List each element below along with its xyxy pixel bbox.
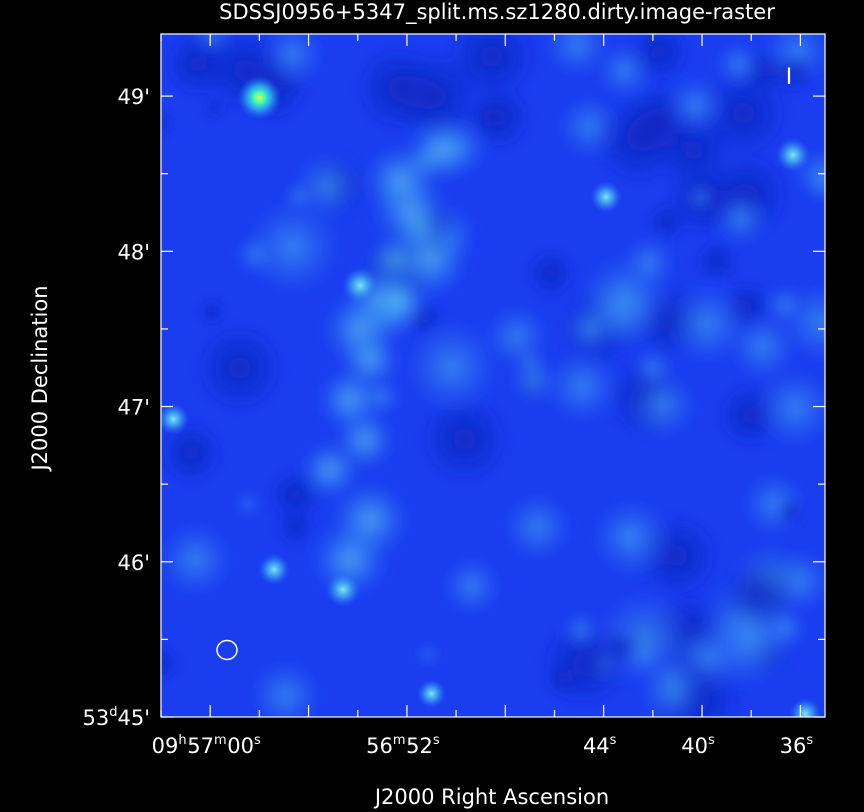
dec-tick-label: 46' (118, 551, 151, 575)
point-source (237, 75, 282, 120)
dark-patch (194, 323, 285, 413)
emission-patch (765, 607, 807, 649)
dark-patch (647, 202, 686, 242)
diffuse-emission (161, 34, 825, 717)
emission-patch (485, 305, 549, 368)
emission-patch (755, 368, 825, 448)
emission-patch (781, 283, 825, 362)
plot-title: SDSSJ0956+5347_split.ms.sz1280.dirty.ima… (219, 0, 775, 25)
point-source (789, 698, 821, 717)
dark-patch (656, 113, 732, 189)
intensity-map (161, 34, 825, 717)
dark-patch (775, 52, 815, 93)
emission-patch (613, 521, 642, 549)
dec-tick-label: 49' (118, 85, 151, 109)
dark-patch (695, 239, 739, 283)
dark-patch (525, 248, 576, 299)
emission-patch (667, 284, 748, 365)
emission-patch (544, 34, 610, 78)
emission-patch (503, 493, 572, 561)
emission-patch (628, 370, 697, 439)
beam-ellipse (216, 639, 238, 661)
ra-tick-label: 44s (583, 733, 617, 758)
emission-patch (245, 199, 341, 295)
x-axis-label: J2000 Right Ascension (373, 785, 609, 809)
emission-patch (442, 556, 502, 616)
point-source (775, 138, 811, 173)
dec-tick-label: 47' (118, 396, 151, 420)
dark-patch (629, 34, 691, 83)
ra-tick-label: 56m 52s (366, 733, 440, 758)
emission-patch (639, 658, 706, 717)
point-source (325, 572, 361, 607)
dark-patch (355, 44, 443, 132)
dec-tick-label: 53d45' (83, 705, 151, 730)
emission-patch (161, 522, 233, 597)
plot-frame (160, 33, 826, 718)
emission-patch (236, 236, 274, 274)
emission-patch (250, 659, 322, 717)
point-source (161, 403, 189, 435)
emission-patch (688, 185, 713, 210)
dark-patch (161, 644, 179, 681)
ra-tick-label: 09h 57m 00s (152, 733, 261, 758)
dark-patch (419, 394, 510, 484)
axis-tick-labels: 49' 48' 47' 46' 53d45'09h 57m 00s 56m 52s 44… (83, 85, 814, 758)
emission-patch (546, 350, 619, 423)
emission-patch (716, 42, 761, 87)
dark-patch (199, 298, 226, 325)
point-source (417, 679, 446, 708)
stokes-label: I (786, 65, 793, 90)
point-source (590, 181, 622, 213)
point-sources (161, 75, 821, 717)
ra-tick-label: 40s (681, 733, 715, 758)
dec-tick-label: 48' (118, 240, 151, 264)
emission-patch (626, 636, 661, 672)
axis-ticks (160, 34, 825, 718)
dark-patch (161, 420, 224, 485)
dark-patch (775, 497, 805, 527)
emission-patch (404, 319, 499, 414)
point-source (342, 267, 379, 304)
filament-patch (299, 439, 361, 501)
dark-patch (161, 113, 173, 135)
filament-patch (406, 116, 474, 184)
emission-patch (293, 152, 362, 221)
emission-patch (417, 643, 439, 665)
dark-patch (547, 664, 578, 696)
point-source (258, 553, 290, 586)
emission-patch (236, 492, 260, 516)
emission-patch (714, 192, 768, 246)
dark-patch (476, 104, 503, 131)
emission-patch (634, 349, 673, 388)
ra-tick-label: 36s (780, 733, 814, 758)
emission-patch (563, 612, 599, 648)
emission-patch (565, 303, 616, 354)
y-axis-label: J2000 Declination (28, 285, 52, 472)
